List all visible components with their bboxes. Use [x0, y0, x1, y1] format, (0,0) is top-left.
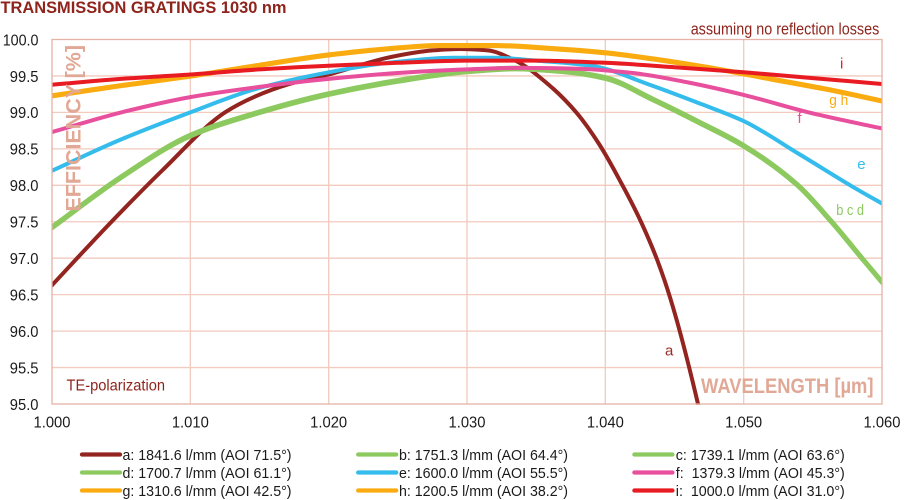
svg-text:1.020: 1.020 — [310, 414, 347, 431]
svg-text:1.060: 1.060 — [864, 414, 901, 431]
svg-text:g h: g h — [829, 92, 848, 109]
svg-text:99.5: 99.5 — [10, 69, 39, 86]
svg-text:b: 1751.3 l/mm (AOI 64.4°): b: 1751.3 l/mm (AOI 64.4°) — [399, 447, 568, 464]
svg-text:d: 1700.7 l/mm (AOI 61.1°): d: 1700.7 l/mm (AOI 61.1°) — [123, 465, 292, 482]
svg-text:h: 1200.5 l/mm (AOI 38.2°): h: 1200.5 l/mm (AOI 38.2°) — [399, 483, 568, 500]
svg-text:1.000: 1.000 — [34, 414, 71, 431]
svg-text:1.040: 1.040 — [587, 414, 624, 431]
svg-text:99.0: 99.0 — [10, 105, 39, 122]
svg-text:f: 1379.3 l/mm (AOI 45.3°): f: 1379.3 l/mm (AOI 45.3°) — [676, 465, 845, 482]
svg-text:assuming no reflection losses: assuming no reflection losses — [691, 20, 880, 38]
svg-text:100.0: 100.0 — [3, 32, 39, 49]
svg-text:f: f — [798, 110, 803, 127]
svg-text:96.0: 96.0 — [10, 324, 39, 341]
svg-text:a: 1841.6 l/mm (AOI 71.5°): a: 1841.6 l/mm (AOI 71.5°) — [123, 447, 292, 464]
svg-text:g: 1310.6 l/mm (AOI 42.5°): g: 1310.6 l/mm (AOI 42.5°) — [123, 483, 292, 500]
svg-text:98.0: 98.0 — [10, 178, 39, 195]
svg-text:95.5: 95.5 — [10, 360, 39, 377]
svg-text:95.0: 95.0 — [10, 397, 39, 414]
svg-text:97.0: 97.0 — [10, 251, 39, 268]
svg-text:1.050: 1.050 — [725, 414, 762, 431]
svg-text:e: 1600.0 l/mm (AOI 55.5°): e: 1600.0 l/mm (AOI 55.5°) — [399, 465, 568, 482]
svg-text:i: 1000.0 l/mm (AOI 31.0°): i: 1000.0 l/mm (AOI 31.0°) — [676, 483, 845, 500]
svg-text:WAVELENGTH [µm]: WAVELENGTH [µm] — [701, 374, 874, 398]
svg-text:98.5: 98.5 — [10, 142, 39, 159]
svg-text:TRANSMISSION GRATINGS 1030 nm: TRANSMISSION GRATINGS 1030 nm — [1, 0, 287, 17]
svg-text:96.5: 96.5 — [10, 287, 39, 304]
svg-text:97.5: 97.5 — [10, 215, 39, 232]
svg-text:a: a — [665, 342, 674, 359]
svg-text:1.010: 1.010 — [172, 414, 209, 431]
svg-text:c: 1739.1 l/mm (AOI 63.6°): c: 1739.1 l/mm (AOI 63.6°) — [676, 447, 845, 464]
svg-text:i: i — [840, 56, 843, 73]
svg-text:1.030: 1.030 — [449, 414, 486, 431]
svg-text:TE-polarization: TE-polarization — [67, 378, 166, 395]
svg-text:e: e — [857, 156, 865, 173]
svg-text:b c d: b c d — [836, 202, 864, 219]
svg-text:EFFICIENCY [%]: EFFICIENCY [%] — [62, 45, 86, 212]
